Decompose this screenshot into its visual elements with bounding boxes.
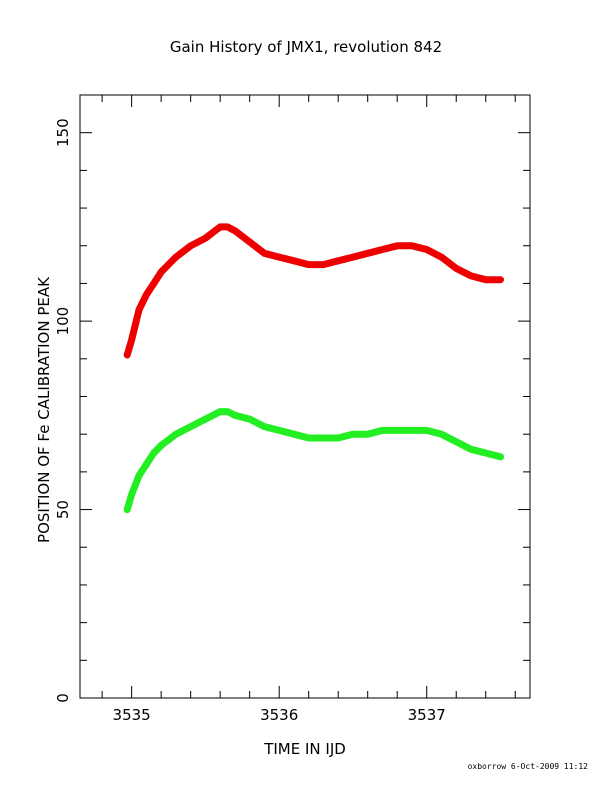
fit-curve	[123, 408, 504, 514]
y-tick-label: 100	[54, 307, 72, 336]
x-tick-label: 3537	[408, 706, 446, 724]
y-tick-label: 150	[54, 118, 72, 147]
fit-curve	[123, 223, 504, 359]
footer-credit: oxborrow 6-Oct-2009 11:12	[467, 762, 588, 771]
x-tick-label: 3535	[113, 706, 151, 724]
y-tick-label: 50	[54, 500, 72, 519]
y-tick-label: 0	[54, 693, 72, 703]
chart-title: Gain History of JMX1, revolution 842	[169, 38, 443, 56]
plot-frame	[79, 94, 531, 699]
x-tick-label: 3536	[260, 706, 298, 724]
x-axis-label: TIME IN IJD	[264, 740, 346, 758]
